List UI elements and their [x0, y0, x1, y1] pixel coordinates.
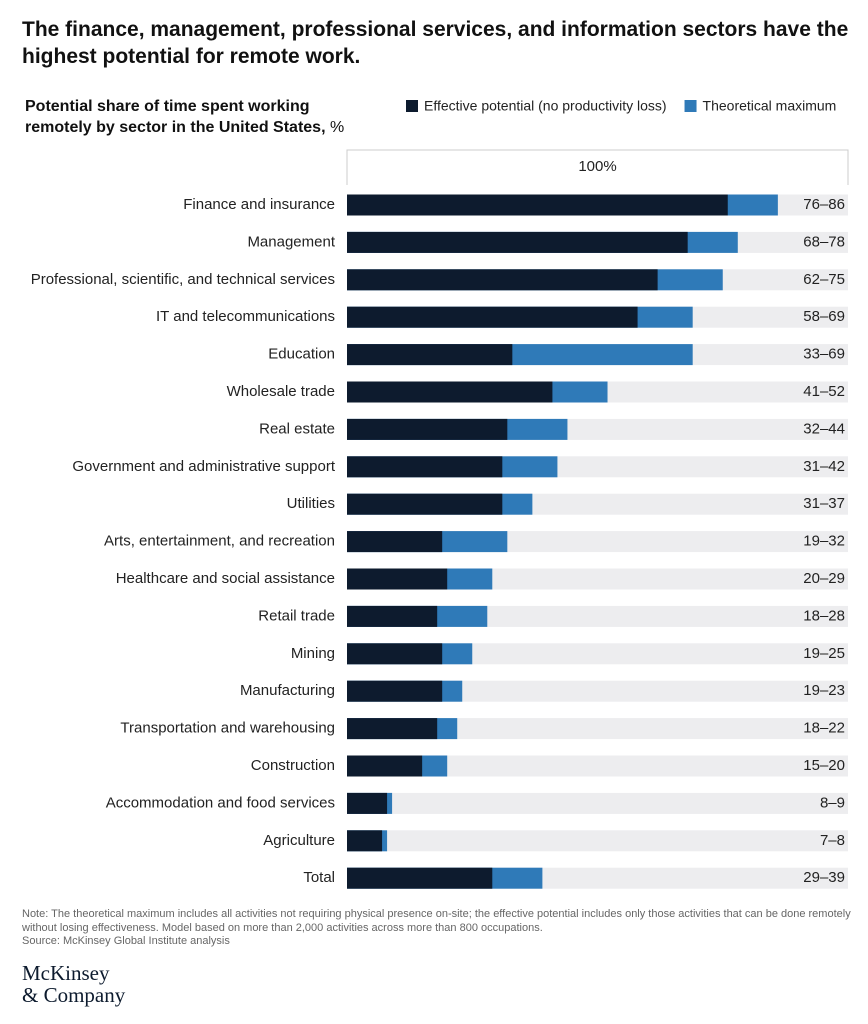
value-label: 20–29: [803, 570, 845, 587]
category-label: Management: [247, 233, 335, 250]
category-label: IT and telecommunications: [156, 308, 335, 325]
legend-swatch: [406, 100, 418, 112]
note: Note: The theoretical maximum includes a…: [22, 908, 851, 934]
bar: [347, 568, 448, 590]
bar: [347, 755, 423, 777]
value-label: 41–52: [803, 383, 845, 400]
bar: [347, 231, 688, 253]
bar: [347, 344, 513, 366]
track: [347, 792, 848, 814]
bar: [347, 643, 443, 665]
value-label: 32–44: [803, 420, 845, 437]
bar: [347, 792, 388, 814]
unit: %: [329, 119, 345, 136]
value-label: 58–69: [803, 308, 845, 325]
value-label: 18–22: [803, 720, 845, 737]
legend-label: Effective potential (no productivity los…: [424, 98, 667, 114]
category-label: Agriculture: [263, 832, 335, 849]
logo: McKinsey & Company: [22, 962, 125, 1006]
value-label: 18–28: [803, 607, 845, 624]
value-label: 68–78: [803, 233, 845, 250]
track: [347, 718, 848, 740]
value-label: 29–39: [803, 869, 845, 886]
category-label: Mining: [291, 645, 335, 662]
bar: [347, 605, 438, 627]
logo-line: McKinsey: [22, 961, 110, 985]
value-label: 19–32: [803, 533, 845, 550]
category-label: Government and administrative support: [72, 458, 335, 475]
bar: [347, 269, 658, 291]
notes: Note: The theoretical maximum includes a…: [22, 908, 852, 949]
chart-subtitle-block: Potential share of time spent working re…: [25, 96, 370, 138]
value-label: 19–25: [803, 645, 845, 662]
category-label: Manufacturing: [240, 682, 335, 699]
legend-label: Theoretical maximum: [703, 98, 837, 114]
bar: [347, 381, 553, 403]
bar: [347, 830, 383, 852]
chart-title: The finance, management, professional se…: [22, 18, 849, 68]
category-label: Education: [268, 346, 335, 363]
category-label: Healthcare and social assistance: [116, 570, 335, 587]
bar: [347, 194, 728, 216]
logo-line: & Company: [22, 983, 126, 1007]
category-label: Construction: [251, 757, 335, 774]
value-label: 8–9: [820, 794, 845, 811]
source: Source: McKinsey Global Institute analys…: [22, 935, 230, 947]
scale-bracket: [346, 149, 849, 185]
bar: [347, 493, 503, 515]
track: [347, 680, 848, 702]
category-label: Total: [303, 869, 335, 886]
bar: [347, 418, 508, 440]
chart-subtitle: Potential share of time spent working re…: [25, 98, 326, 136]
track: [347, 755, 848, 777]
category-label: Retail trade: [258, 607, 335, 624]
category-label: Accommodation and food services: [106, 794, 335, 811]
chart: Effective potential (no productivity los…: [31, 98, 849, 889]
category-label: Transportation and warehousing: [120, 720, 335, 737]
track: [347, 830, 848, 852]
value-label: 15–20: [803, 757, 845, 774]
value-label: 7–8: [820, 832, 845, 849]
value-label: 31–37: [803, 495, 845, 512]
category-label: Professional, scientific, and technical …: [31, 271, 335, 288]
bar: [347, 306, 638, 328]
category-label: Utilities: [287, 495, 335, 512]
bar: [347, 531, 443, 553]
value-label: 31–42: [803, 458, 845, 475]
x-tick-label: 100%: [578, 158, 616, 175]
value-label: 33–69: [803, 346, 845, 363]
category-label: Arts, entertainment, and recreation: [104, 533, 335, 550]
bar: [347, 718, 438, 740]
category-label: Wholesale trade: [227, 383, 335, 400]
bar: [347, 456, 503, 478]
legend-swatch: [684, 100, 697, 112]
category-label: Real estate: [259, 420, 335, 437]
bar: [347, 680, 443, 702]
value-label: 62–75: [803, 271, 845, 288]
bar: [347, 867, 493, 889]
category-label: Finance and insurance: [183, 196, 335, 213]
value-label: 19–23: [803, 682, 845, 699]
value-label: 76–86: [803, 196, 845, 213]
